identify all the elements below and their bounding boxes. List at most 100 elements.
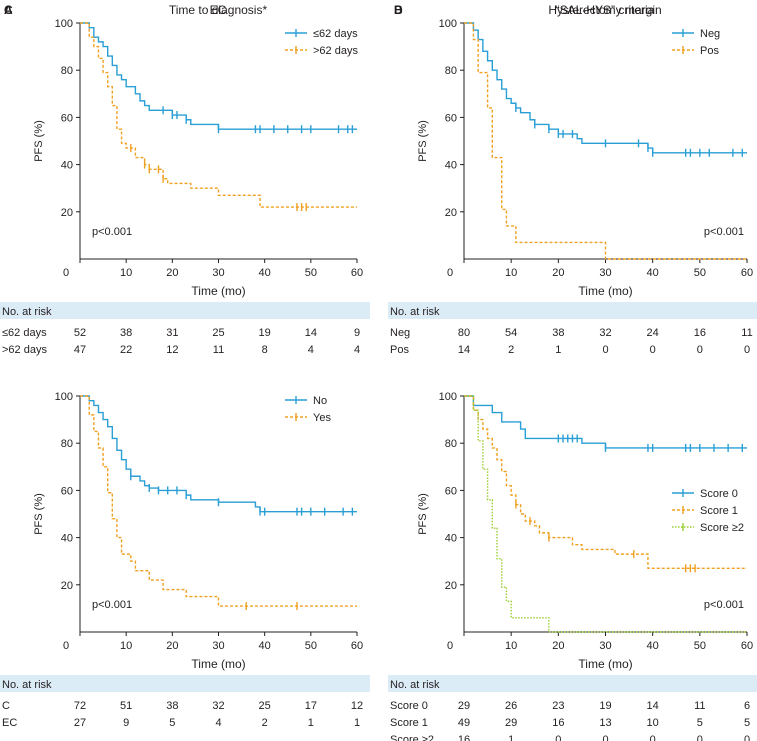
x-tick-label: 0 xyxy=(63,267,69,279)
y-tick-label: 100 xyxy=(439,18,457,30)
x-tick-label: 50 xyxy=(305,640,317,652)
x-tick-label: 10 xyxy=(505,640,517,652)
p-value: p<0.001 xyxy=(704,599,744,611)
x-axis-label: Time (mo) xyxy=(578,284,632,298)
risk-table-header-bg xyxy=(0,675,370,692)
y-tick-label: 40 xyxy=(61,160,73,172)
risk-table-header-bg xyxy=(388,675,757,692)
risk-cell: 47 xyxy=(74,344,86,356)
x-tick-label: 20 xyxy=(166,640,178,652)
y-axis-label: PFS (%) xyxy=(417,120,429,162)
risk-cell: 0 xyxy=(650,344,656,356)
legend-label: Yes xyxy=(313,412,331,424)
risk-cell: 29 xyxy=(505,717,517,729)
y-tick-label: 100 xyxy=(55,391,73,403)
risk-cell: 0 xyxy=(602,734,608,741)
risk-cell: 4 xyxy=(215,717,221,729)
legend-label: Score 1 xyxy=(700,505,738,517)
risk-cell: 24 xyxy=(647,327,659,339)
y-tick-label: 40 xyxy=(445,533,457,545)
risk-cell: 5 xyxy=(169,717,175,729)
x-axis-label: Time (mo) xyxy=(191,657,245,671)
series-line-score-1 xyxy=(464,395,747,569)
risk-cell: 14 xyxy=(305,327,317,339)
risk-cell: 16 xyxy=(458,734,470,741)
series-line-pos xyxy=(464,22,747,260)
risk-cell: 1 xyxy=(508,734,514,741)
risk-cell: 25 xyxy=(212,327,224,339)
series-line-score-0 xyxy=(464,395,747,449)
y-tick-label: 60 xyxy=(445,112,457,124)
risk-cell: 11 xyxy=(213,344,224,356)
risk-cell: 16 xyxy=(694,327,706,339)
legend-label: No xyxy=(313,395,327,407)
risk-cell: 16 xyxy=(552,717,564,729)
risk-cell: 14 xyxy=(647,700,659,712)
y-tick-label: 100 xyxy=(55,18,73,30)
x-tick-label: 30 xyxy=(212,640,224,652)
y-tick-label: 20 xyxy=(445,207,457,219)
chart-title: Time to diagnosis* xyxy=(169,3,268,17)
x-tick-label: 40 xyxy=(647,640,659,652)
risk-cell: 1 xyxy=(308,717,314,729)
risk-cell: 0 xyxy=(744,344,750,356)
risk-cell: 80 xyxy=(458,327,470,339)
risk-cell: 10 xyxy=(647,717,659,729)
risk-cell: 54 xyxy=(505,327,517,339)
risk-row-label: Score ≥2 xyxy=(390,734,434,741)
chart-title: Hysterectomy margin xyxy=(548,3,661,17)
legend-label: ≤62 days xyxy=(313,28,358,40)
risk-cell: 38 xyxy=(552,327,564,339)
risk-table-header: No. at risk xyxy=(2,679,52,691)
risk-cell: 0 xyxy=(697,734,703,741)
series-line--62-days xyxy=(80,22,357,208)
risk-cell: 25 xyxy=(259,700,271,712)
risk-cell: 19 xyxy=(599,700,611,712)
series-line-yes xyxy=(80,395,357,607)
x-tick-label: 60 xyxy=(351,267,363,279)
y-tick-label: 40 xyxy=(445,160,457,172)
risk-cell: 0 xyxy=(697,344,703,356)
y-axis-label: PFS (%) xyxy=(33,120,45,162)
risk-cell: 11 xyxy=(741,327,752,339)
chart-title: EC xyxy=(210,3,227,17)
y-axis-label: PFS (%) xyxy=(417,493,429,535)
risk-cell: 31 xyxy=(166,327,178,339)
x-tick-label: 10 xyxy=(505,267,517,279)
risk-cell: 38 xyxy=(166,700,178,712)
x-tick-label: 0 xyxy=(63,640,69,652)
risk-cell: 2 xyxy=(508,344,514,356)
risk-table-header-bg xyxy=(388,302,757,319)
x-tick-label: 40 xyxy=(647,267,659,279)
panel-label: A xyxy=(4,3,13,17)
x-tick-label: 10 xyxy=(120,640,132,652)
y-tick-label: 100 xyxy=(439,391,457,403)
legend-label: >62 days xyxy=(313,45,358,57)
series-line-score-2 xyxy=(464,395,747,633)
risk-cell: 4 xyxy=(354,344,360,356)
risk-cell: 1 xyxy=(555,344,561,356)
y-tick-label: 80 xyxy=(61,65,73,77)
y-tick-label: 20 xyxy=(61,207,73,219)
risk-cell: 52 xyxy=(74,327,86,339)
risk-cell: 22 xyxy=(120,344,132,356)
risk-cell: 5 xyxy=(697,717,703,729)
risk-cell: 19 xyxy=(259,327,271,339)
x-tick-label: 10 xyxy=(120,267,132,279)
x-axis-label: Time (mo) xyxy=(578,657,632,671)
risk-row-label: ≤62 days xyxy=(2,327,47,339)
risk-table-header: No. at risk xyxy=(390,679,440,691)
risk-cell: 0 xyxy=(602,344,608,356)
x-tick-label: 40 xyxy=(259,267,271,279)
risk-row-label: C xyxy=(2,700,10,712)
p-value: p<0.001 xyxy=(92,226,132,238)
x-tick-label: 20 xyxy=(552,267,564,279)
risk-cell: 9 xyxy=(123,717,129,729)
series-line-neg xyxy=(464,22,747,154)
risk-table-header: No. at risk xyxy=(2,306,52,318)
x-tick-label: 20 xyxy=(552,640,564,652)
y-axis-label: PFS (%) xyxy=(33,493,45,535)
